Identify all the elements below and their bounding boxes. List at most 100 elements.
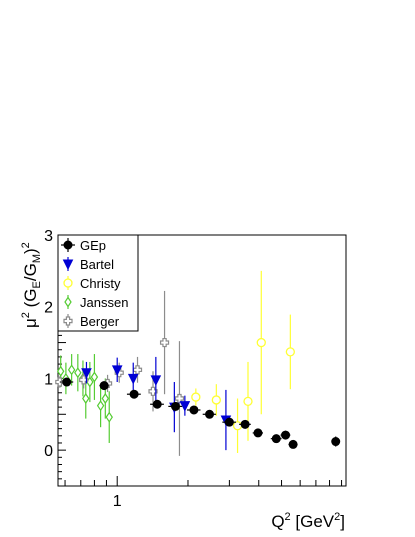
- point-marker: [253, 428, 263, 438]
- point-marker: [67, 364, 76, 376]
- data-point: [256, 270, 266, 415]
- plot-frame: [57, 234, 347, 487]
- axis-ticks-layer: 0 1 2 3 1: [44, 228, 343, 510]
- point-marker: [189, 405, 199, 415]
- data-point: [331, 436, 341, 447]
- y-axis-title-sup: 2: [20, 242, 32, 248]
- data-point: [232, 398, 243, 454]
- data-point: [270, 434, 282, 444]
- point-marker: [211, 395, 221, 405]
- point-marker: [96, 400, 105, 412]
- x-axis-title-base: Q: [271, 512, 284, 531]
- point-marker: [243, 396, 253, 407]
- data-point: [126, 389, 141, 399]
- legend: GEp Bartel Christy Janssen Berger: [57, 234, 139, 332]
- point-marker: [99, 381, 109, 391]
- data-point: [82, 378, 90, 419]
- data-point: [59, 377, 74, 387]
- y-tick-label: 1: [44, 371, 53, 388]
- point-marker: [288, 439, 298, 449]
- point-marker: [224, 417, 234, 427]
- point-marker: [191, 392, 201, 402]
- data-point: [168, 401, 183, 411]
- data-point: [127, 362, 139, 395]
- point-marker: [74, 367, 82, 379]
- x-axis-title-sup: 2: [285, 511, 291, 523]
- point-marker: [159, 337, 170, 348]
- point-marker: [179, 401, 191, 412]
- point-marker: [79, 375, 89, 385]
- legend-label: GEp: [80, 238, 106, 253]
- data-point: [90, 354, 99, 400]
- data-point: [222, 417, 236, 427]
- legend-marker: [62, 259, 74, 271]
- data-point: [191, 388, 201, 406]
- plot-frame-layer: [57, 234, 347, 487]
- y-axis-title-mu: μ: [21, 318, 40, 328]
- data-point: [179, 395, 191, 416]
- point-marker: [271, 434, 281, 444]
- legend-label: Christy: [80, 276, 121, 291]
- point-marker: [81, 368, 92, 379]
- point-marker: [281, 430, 291, 440]
- legend-entry-christy: Christy: [63, 276, 121, 291]
- data-point: [243, 361, 253, 441]
- legend-marker: [63, 240, 73, 250]
- point-marker: [285, 347, 295, 357]
- point-marker: [105, 411, 113, 423]
- y-axis-title-open: (G: [21, 288, 40, 312]
- y-axis-title: μ2 (GE/GM)2: [20, 242, 43, 328]
- data-point: [111, 357, 123, 383]
- legend-label: Berger: [80, 314, 120, 329]
- legend-entry-janssen: Janssen: [64, 295, 128, 310]
- y-axis-title-close: ): [21, 248, 40, 254]
- point-marker: [232, 421, 243, 431]
- point-marker: [205, 409, 215, 419]
- point-marker: [256, 337, 266, 348]
- point-marker: [90, 371, 99, 383]
- data-point: [96, 384, 105, 428]
- point-marker: [82, 392, 90, 405]
- data-point: [174, 341, 185, 456]
- svg-text:μ2 (GE/GM)2: μ2 (GE/GM)2: [20, 242, 43, 328]
- point-marker: [129, 389, 139, 399]
- point-marker: [171, 401, 181, 411]
- y-axis-title-slash: /G: [21, 263, 40, 281]
- data-point: [186, 405, 201, 415]
- data-point: [67, 354, 76, 386]
- data-point: [252, 428, 264, 438]
- x-axis-title: Q2 [GeV2]: [271, 511, 345, 531]
- point-marker: [62, 377, 72, 387]
- legend-entry-bartel: Bartel: [62, 257, 114, 272]
- data-point: [211, 384, 221, 416]
- y-tick-label: 3: [44, 228, 53, 245]
- point-marker: [240, 419, 250, 429]
- legend-marker: [63, 316, 73, 326]
- legend-label: Janssen: [80, 295, 128, 310]
- point-marker: [56, 365, 65, 377]
- x-axis-title-unit-sup: 2: [334, 511, 340, 523]
- data-point: [159, 290, 170, 395]
- point-marker: [150, 375, 162, 386]
- data-point: [99, 381, 109, 391]
- point-marker: [148, 386, 158, 396]
- series-janssen: [56, 354, 113, 443]
- data-point: [81, 361, 92, 384]
- series-christy: [191, 270, 295, 454]
- point-marker: [101, 392, 110, 405]
- data-point: [285, 314, 295, 390]
- x-axis-title-unit-close: ]: [340, 512, 345, 531]
- data-point: [288, 439, 298, 449]
- y-tick-label: 0: [44, 443, 53, 460]
- y-axis-title-sub-e: E: [31, 281, 43, 288]
- series-gep: [59, 377, 341, 449]
- legend-marker: [63, 278, 73, 288]
- point-marker: [127, 373, 139, 385]
- point-marker: [152, 399, 162, 409]
- data-point: [79, 371, 89, 389]
- y-axis-title-mu-sup: 2: [20, 312, 32, 318]
- x-axis-title-unit-open: [GeV: [291, 512, 335, 531]
- point-marker: [331, 437, 341, 447]
- data-point: [150, 356, 162, 403]
